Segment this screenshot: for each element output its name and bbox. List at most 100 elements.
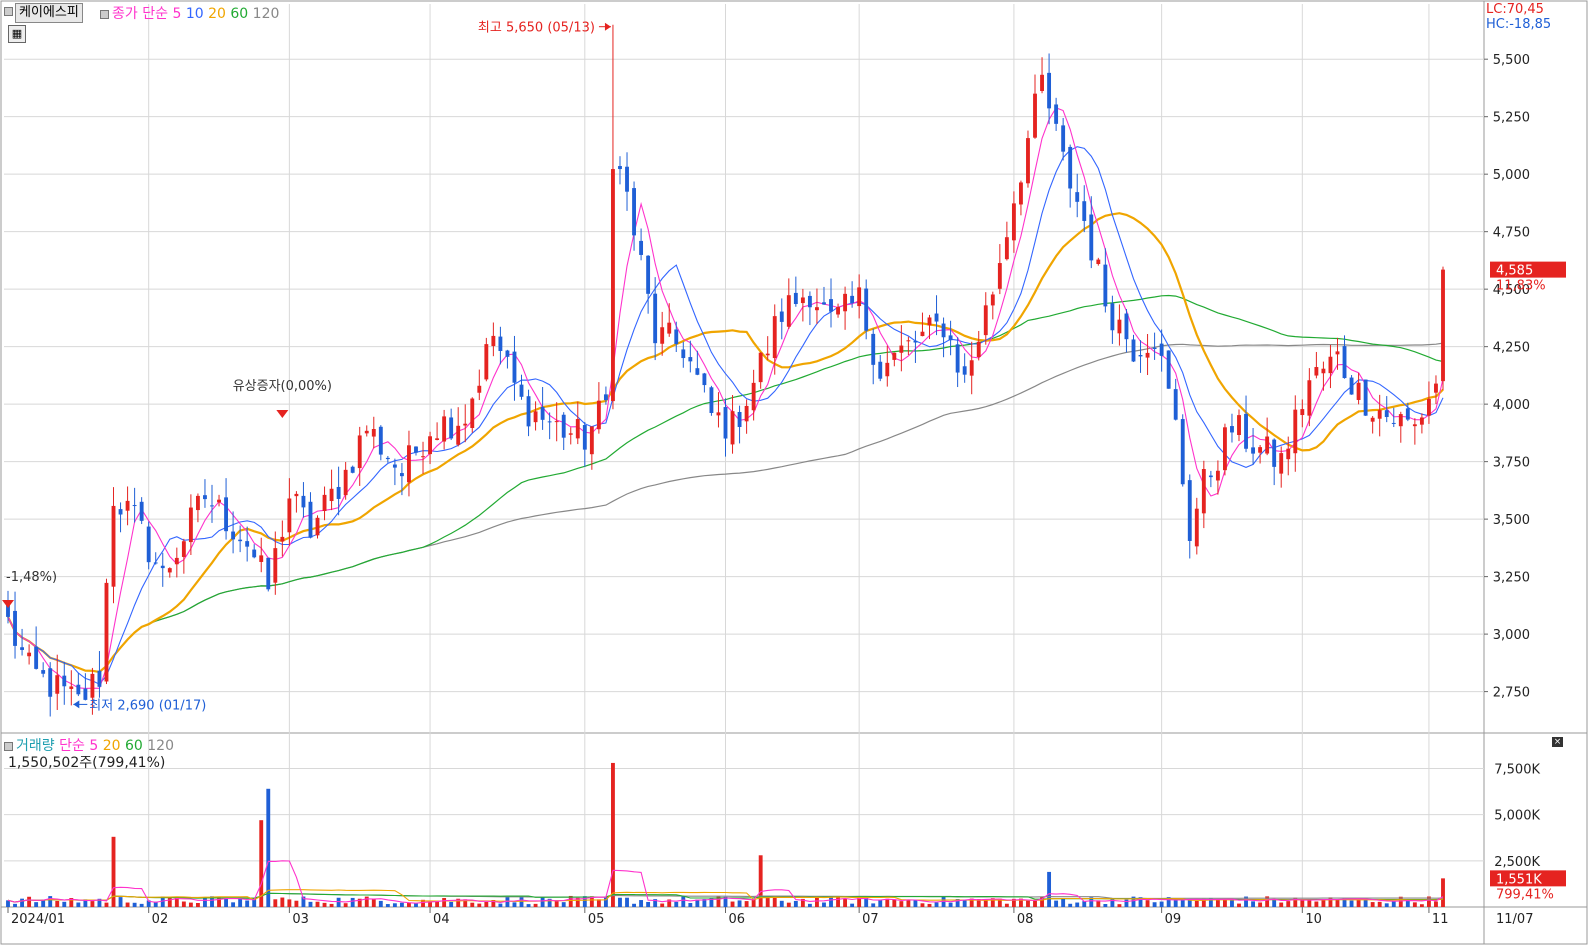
- candle-body: [210, 505, 214, 507]
- vma5-line: [7, 860, 1444, 904]
- candle-body: [1082, 201, 1087, 221]
- volume-bar: [1370, 902, 1375, 907]
- candle-body: [885, 362, 890, 377]
- volume-bar: [1187, 899, 1192, 907]
- candle-body: [238, 539, 243, 542]
- volume-tick-label: 2,500K: [1494, 855, 1540, 870]
- volume-bar: [1426, 896, 1431, 907]
- candle-body: [34, 646, 39, 669]
- price-tick-label: 4,250: [1493, 341, 1530, 356]
- candle-body: [1356, 382, 1361, 400]
- candle-body: [618, 166, 622, 170]
- candle-body: [1004, 237, 1009, 260]
- volume-bar: [1124, 899, 1129, 907]
- ma5-label: 5: [172, 6, 182, 22]
- volume-bar: [702, 899, 707, 907]
- candle-body: [1349, 377, 1354, 395]
- candle-body: [632, 188, 636, 236]
- candle-body: [62, 675, 67, 687]
- volume-bar: [97, 898, 102, 907]
- volume-bar: [1082, 901, 1087, 907]
- price-tick-label: 5,250: [1493, 111, 1530, 126]
- volume-square-icon[interactable]: [4, 741, 13, 751]
- candle-body: [350, 466, 355, 473]
- volume-bar: [55, 900, 60, 907]
- candle-body: [1377, 410, 1382, 419]
- volume-bar: [1138, 897, 1143, 907]
- volume-bar: [815, 897, 819, 907]
- volume-bar: [245, 900, 250, 907]
- volume-bar: [1293, 897, 1298, 907]
- date-tick-label: 05: [588, 912, 605, 927]
- volume-bar: [350, 897, 355, 907]
- candle-body: [343, 469, 348, 496]
- volume-bar: [674, 901, 679, 907]
- volume-bar: [589, 896, 594, 907]
- volume-ma-type: 단순: [59, 738, 85, 754]
- volume-bars: [6, 762, 1445, 907]
- stock-name-button[interactable]: 케이에스피: [15, 3, 83, 23]
- candle-body: [871, 333, 876, 365]
- candle-body: [976, 341, 981, 358]
- volume-bar: [913, 900, 918, 907]
- candle-body: [428, 436, 432, 455]
- candle-body: [540, 406, 545, 420]
- volume-bar: [456, 898, 461, 907]
- panel-square-icon[interactable]: [4, 6, 13, 16]
- volume-bar: [90, 901, 95, 907]
- volume-bar: [1152, 902, 1157, 907]
- candle-body: [125, 500, 130, 511]
- volume-bar: [421, 899, 425, 907]
- volume-bar: [1159, 901, 1164, 907]
- volume-bar: [681, 896, 686, 907]
- candle-body: [1033, 93, 1037, 138]
- volume-bar: [618, 897, 622, 907]
- candle-body: [294, 493, 299, 497]
- candle-body: [385, 457, 390, 460]
- candle-body: [547, 421, 552, 423]
- volume-bar: [1335, 899, 1340, 907]
- volume-bar: [301, 896, 306, 907]
- volume-bar: [512, 902, 517, 907]
- candle-body: [561, 414, 566, 438]
- candle-body: [582, 425, 587, 450]
- candle-body: [1412, 424, 1417, 427]
- candle-body: [660, 327, 665, 344]
- table-icon[interactable]: ▦: [8, 25, 26, 43]
- volume-bar: [1412, 902, 1417, 907]
- volume-label: 거래량: [16, 738, 55, 754]
- volume-bar: [203, 897, 207, 907]
- volume-bar: [737, 900, 742, 907]
- price-tick-label: 3,000: [1493, 628, 1530, 643]
- close-icon[interactable]: ×: [1552, 737, 1563, 747]
- candle-body: [456, 425, 461, 445]
- volume-bar: [1215, 899, 1220, 907]
- date-tick-label: 04: [433, 912, 450, 927]
- volume-bar: [906, 900, 911, 907]
- candle-body: [399, 473, 404, 477]
- volume-bar: [322, 902, 327, 907]
- volume-tick-label: 7,500K: [1494, 762, 1540, 777]
- volume-bar: [990, 898, 995, 907]
- candle-body: [519, 384, 524, 397]
- candle-body: [1011, 203, 1016, 241]
- candle-body: [1201, 469, 1206, 514]
- volume-bar: [181, 901, 186, 907]
- volume-bar: [716, 896, 721, 907]
- high-arrow-head: [604, 22, 611, 31]
- volume-axis: 7,500K 5,000K 2,500K: [1494, 762, 1540, 869]
- volume-bar: [449, 901, 454, 907]
- volume-bar: [1244, 896, 1248, 907]
- volume-bar: [315, 901, 320, 907]
- volume-bar: [1342, 897, 1347, 907]
- candle-body: [941, 323, 946, 338]
- volume-ma-lines: [7, 860, 1444, 904]
- candle-body: [498, 336, 503, 351]
- candle-body: [146, 526, 151, 563]
- volume-bar: [1363, 897, 1368, 907]
- candle-body: [407, 445, 411, 483]
- ma10-line: [7, 146, 1444, 685]
- candle-body: [1075, 192, 1080, 202]
- volume-bar: [1068, 903, 1073, 907]
- legend-square-icon[interactable]: [100, 9, 109, 19]
